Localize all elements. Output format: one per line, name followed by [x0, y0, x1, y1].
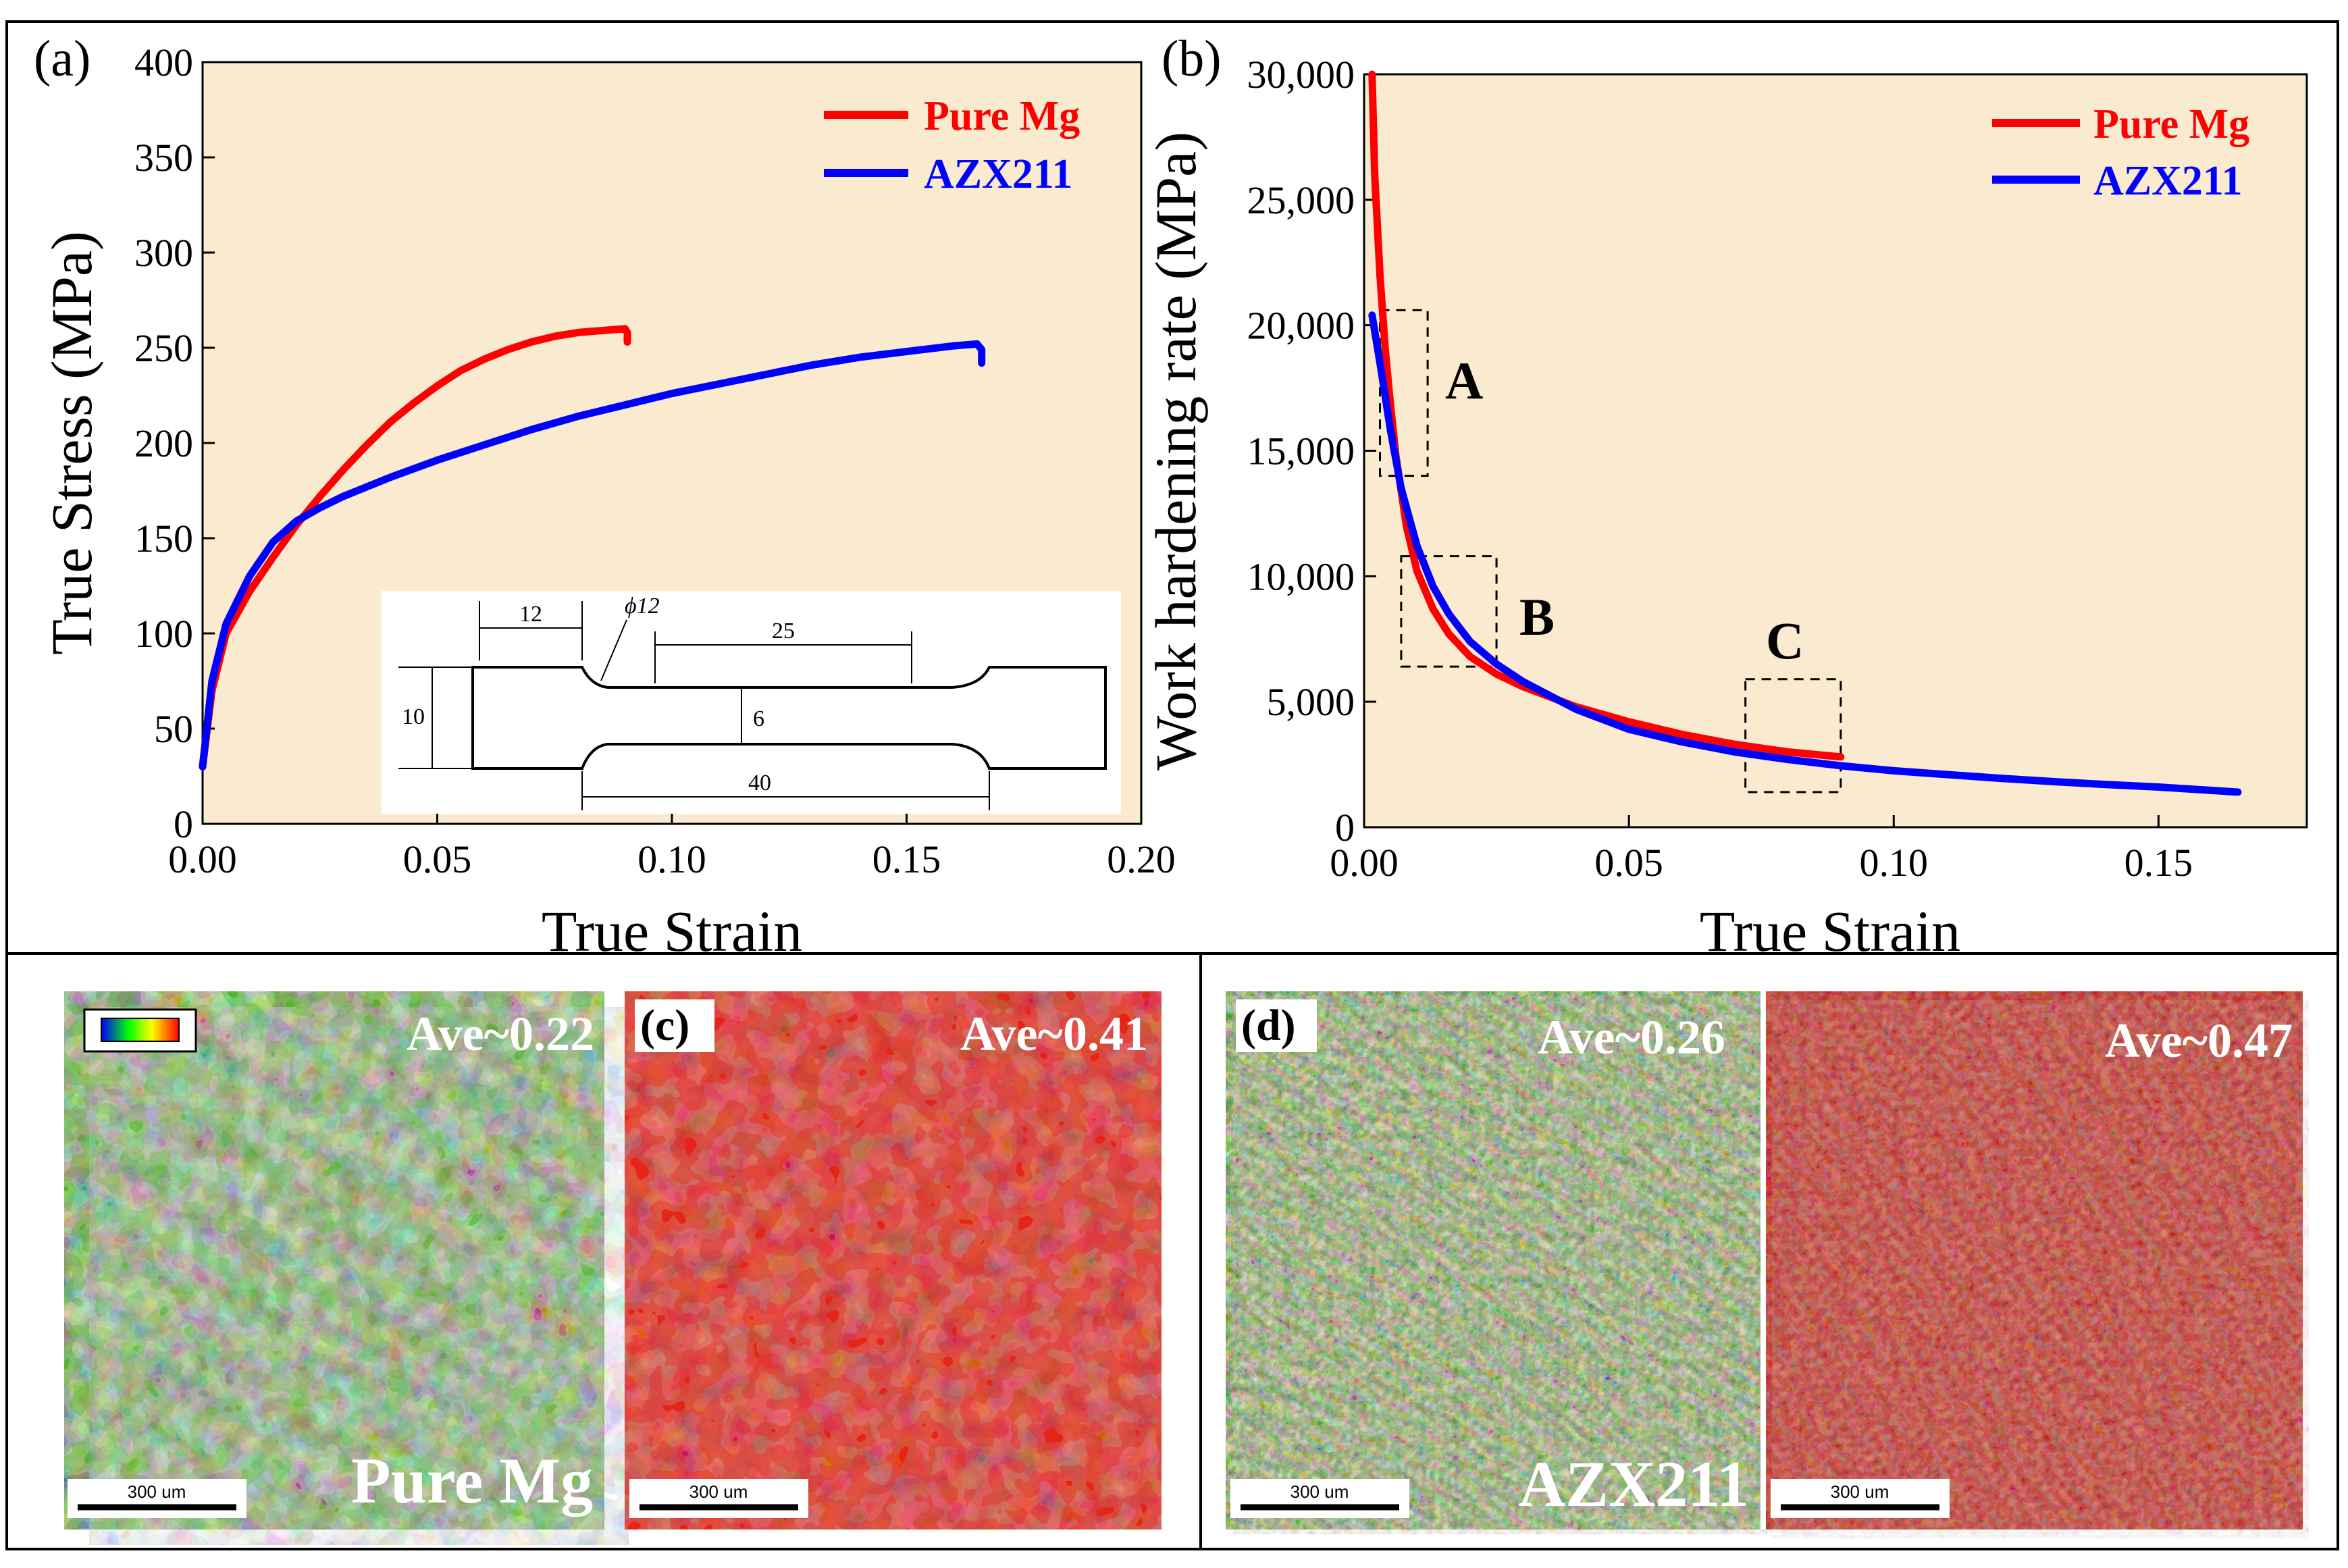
panel-a-axes: 0.00 0.05 0.10 0.15 0.20 0 50 100 150 200 250 300 35…	[134, 41, 1176, 881]
scale-bar-box	[68, 1479, 246, 1518]
micrograph-grains-layer-green	[625, 991, 1162, 1530]
annotation-box-a	[1379, 309, 1429, 477]
scale-bar-box	[629, 1479, 808, 1518]
panel-a-series	[199, 325, 986, 770]
dim-label-40: 40	[748, 770, 771, 795]
ave-value-pure-mg-deformed: Ave~0.41	[960, 1007, 1148, 1061]
y-tick-label: 400	[134, 41, 193, 84]
ave-value-azx211-deformed: Ave~0.47	[2105, 1014, 2293, 1068]
annotation-box-c	[1744, 678, 1842, 793]
y-tick-label: 50	[154, 707, 193, 751]
annotation-label-a: A	[1445, 351, 1483, 410]
scale-bar-box	[1771, 1479, 1950, 1518]
micrograph-pure-mg-deformed: (c) Ave~0.41 300 um	[625, 991, 1162, 1530]
panel-d-label-box	[1236, 999, 1317, 1052]
panel-c: Ave~0.22 Pure Mg 300 um (c) Ave~0.41 300…	[64, 991, 1162, 1545]
scale-bar-label: 300 um	[689, 1482, 748, 1502]
y-tick-label: 20,000	[1247, 304, 1355, 348]
scale-bar-label: 300 um	[1290, 1482, 1349, 1502]
panel-b-y-axis-title: Work hardening rate (MPa)	[1143, 132, 1208, 770]
x-tick-label: 0.05	[403, 837, 472, 881]
x-tick-label: 0.10	[1860, 841, 1929, 885]
y-tick-label: 10,000	[1247, 554, 1355, 598]
y-tick-label: 25,000	[1247, 178, 1355, 222]
scale-bar-box	[1230, 1479, 1409, 1518]
annotation-box-b	[1400, 555, 1498, 668]
annotation-label-c: C	[1766, 611, 1804, 670]
panel-a-legend-label-azx211: AZX211	[924, 151, 1072, 197]
scale-bar-label: 300 um	[128, 1482, 186, 1502]
x-tick-label: 0.15	[872, 837, 941, 881]
panel-c-label: (c)	[640, 1001, 689, 1050]
micrograph-grains-layer-green	[1772, 1000, 2309, 1538]
y-tick-label: 100	[134, 612, 193, 656]
panel-b-x-axis-title: True Strain	[1700, 899, 1960, 964]
dim-label-phi12: ϕ12	[625, 594, 660, 619]
y-tick-label: 200	[134, 421, 193, 465]
panel-b-legend-label-azx211: AZX211	[2093, 158, 2242, 204]
figure-frame	[5, 20, 2339, 1550]
panel-b: 0.00 0.05 0.10 0.15 0 5,000 10,000 15,000 20,000…	[1143, 30, 2308, 964]
material-label-pure-mg: Pure Mg	[351, 1444, 593, 1517]
micrograph-grains-layer-blue	[1233, 996, 1768, 1534]
specimen-drawing-inset: 12 ϕ12 25 10 6 40	[382, 591, 1121, 814]
y-tick-label: 5,000	[1267, 680, 1355, 724]
dim-leader-phi12	[600, 619, 627, 681]
panel-b-axes: 0.00 0.05 0.10 0.15 0 5,000 10,000 15,000 20,000…	[1247, 53, 2193, 885]
dim-label-6: 6	[753, 706, 764, 731]
series-line-pure-mg	[1368, 70, 1845, 761]
panel-a-label: (a)	[34, 30, 90, 87]
y-tick-label: 0	[174, 802, 193, 846]
y-tick-label: 0	[1335, 806, 1355, 850]
dim-label-10: 10	[402, 704, 425, 729]
panel-b-series	[1368, 70, 2242, 796]
ave-value-azx211-initial: Ave~0.26	[1538, 1010, 1725, 1064]
panel-c-label-box	[635, 999, 714, 1052]
panel-a-x-axis-title: True Strain	[542, 899, 802, 964]
specimen-outline	[471, 666, 1107, 770]
micrograph-gap	[1760, 991, 1766, 1530]
panel-a: 0.00 0.05 0.10 0.15 0.20 0 50 100 150 200 250 300 35…	[34, 30, 1176, 964]
dim-label-12: 12	[519, 602, 542, 627]
y-tick-label: 350	[134, 136, 193, 180]
material-label-azx211: AZX211	[1519, 1448, 1749, 1520]
x-tick-label: 0.00	[168, 837, 237, 881]
y-tick-label: 250	[134, 326, 193, 370]
panel-a-y-axis-title: True Stress (MPa)	[39, 231, 104, 655]
series-line-azx211	[199, 340, 986, 770]
series-line-pure-mg	[199, 325, 631, 770]
panel-b-plot-area	[1363, 73, 2308, 829]
annotation-label-b: B	[1519, 587, 1555, 646]
x-tick-label: 0.10	[637, 837, 706, 881]
panel-d-label: (d)	[1241, 1001, 1296, 1050]
micrograph-azx211-initial: (d) Ave~0.26 AZX211 300 um	[1226, 991, 1768, 1534]
panel-b-annotation-boxes	[1379, 309, 1842, 793]
ave-value-pure-mg-initial: Ave~0.22	[407, 1007, 594, 1061]
micrograph-azx211-deformed: Ave~0.47 300 um	[1766, 991, 2309, 1538]
x-tick-label: 0.00	[1330, 841, 1399, 885]
y-tick-label: 30,000	[1247, 53, 1355, 97]
y-tick-label: 150	[134, 517, 193, 560]
color-legend-bar	[101, 1018, 180, 1042]
dim-label-25: 25	[772, 619, 795, 644]
y-tick-label: 300	[134, 231, 193, 275]
panel-a-legend-label-pure-mg: Pure Mg	[924, 93, 1080, 139]
panel-b-legend-label-pure-mg: Pure Mg	[2093, 101, 2249, 147]
micrograph-grains-layer-blue	[89, 1007, 629, 1545]
series-line-azx211	[1368, 311, 2242, 796]
y-tick-label: 15,000	[1247, 429, 1355, 473]
scale-bar-label: 300 um	[1831, 1482, 1889, 1502]
x-tick-label: 0.15	[2124, 841, 2193, 885]
micrograph-pure-mg-initial: Ave~0.22 Pure Mg 300 um	[64, 991, 629, 1545]
x-tick-label: 0.20	[1107, 837, 1176, 881]
panel-d: (d) Ave~0.26 AZX211 300 um Ave~0.47 300 …	[1226, 991, 2309, 1538]
panel-b-label: (b)	[1162, 30, 1222, 87]
x-tick-label: 0.05	[1594, 841, 1663, 885]
